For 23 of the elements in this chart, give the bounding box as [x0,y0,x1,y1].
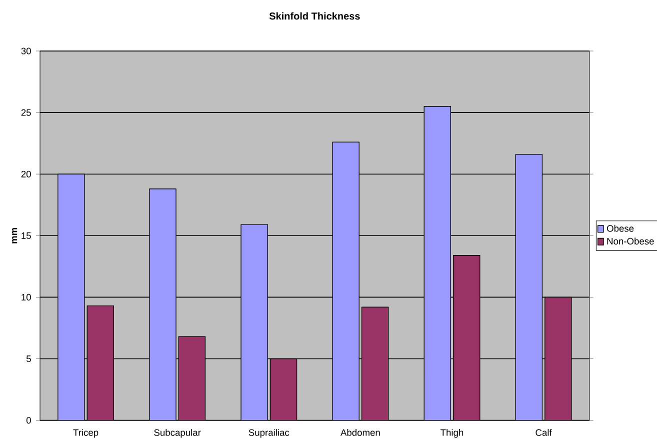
bar [178,336,206,420]
x-tick-label: Thigh [440,429,464,438]
y-tick-label: 10 [22,294,31,301]
y-tick-label: 25 [21,109,31,116]
y-axis-title: mm [12,228,18,244]
bar [270,358,298,420]
x-tick-label: Suprailiac [248,429,290,438]
y-tick-label: 0 [26,417,31,424]
bar [452,255,480,420]
y-tick-label: 30 [21,48,31,54]
legend-label: Non-Obese [607,238,654,245]
y-tick-label: 15 [22,232,31,239]
legend-label: Obese [606,224,634,232]
chart-title: Skinfold Thickness [269,12,360,20]
x-tick-label: Tricep [73,429,98,438]
bar [361,306,389,420]
bar [86,305,114,420]
bar [544,296,572,420]
x-tick-label: Calf [536,429,552,436]
y-tick-label: 20 [21,170,31,178]
x-tick-label: Abdomen [340,429,380,436]
y-tick-label: 5 [26,356,31,362]
x-tick-label: Subcapular [154,429,201,438]
